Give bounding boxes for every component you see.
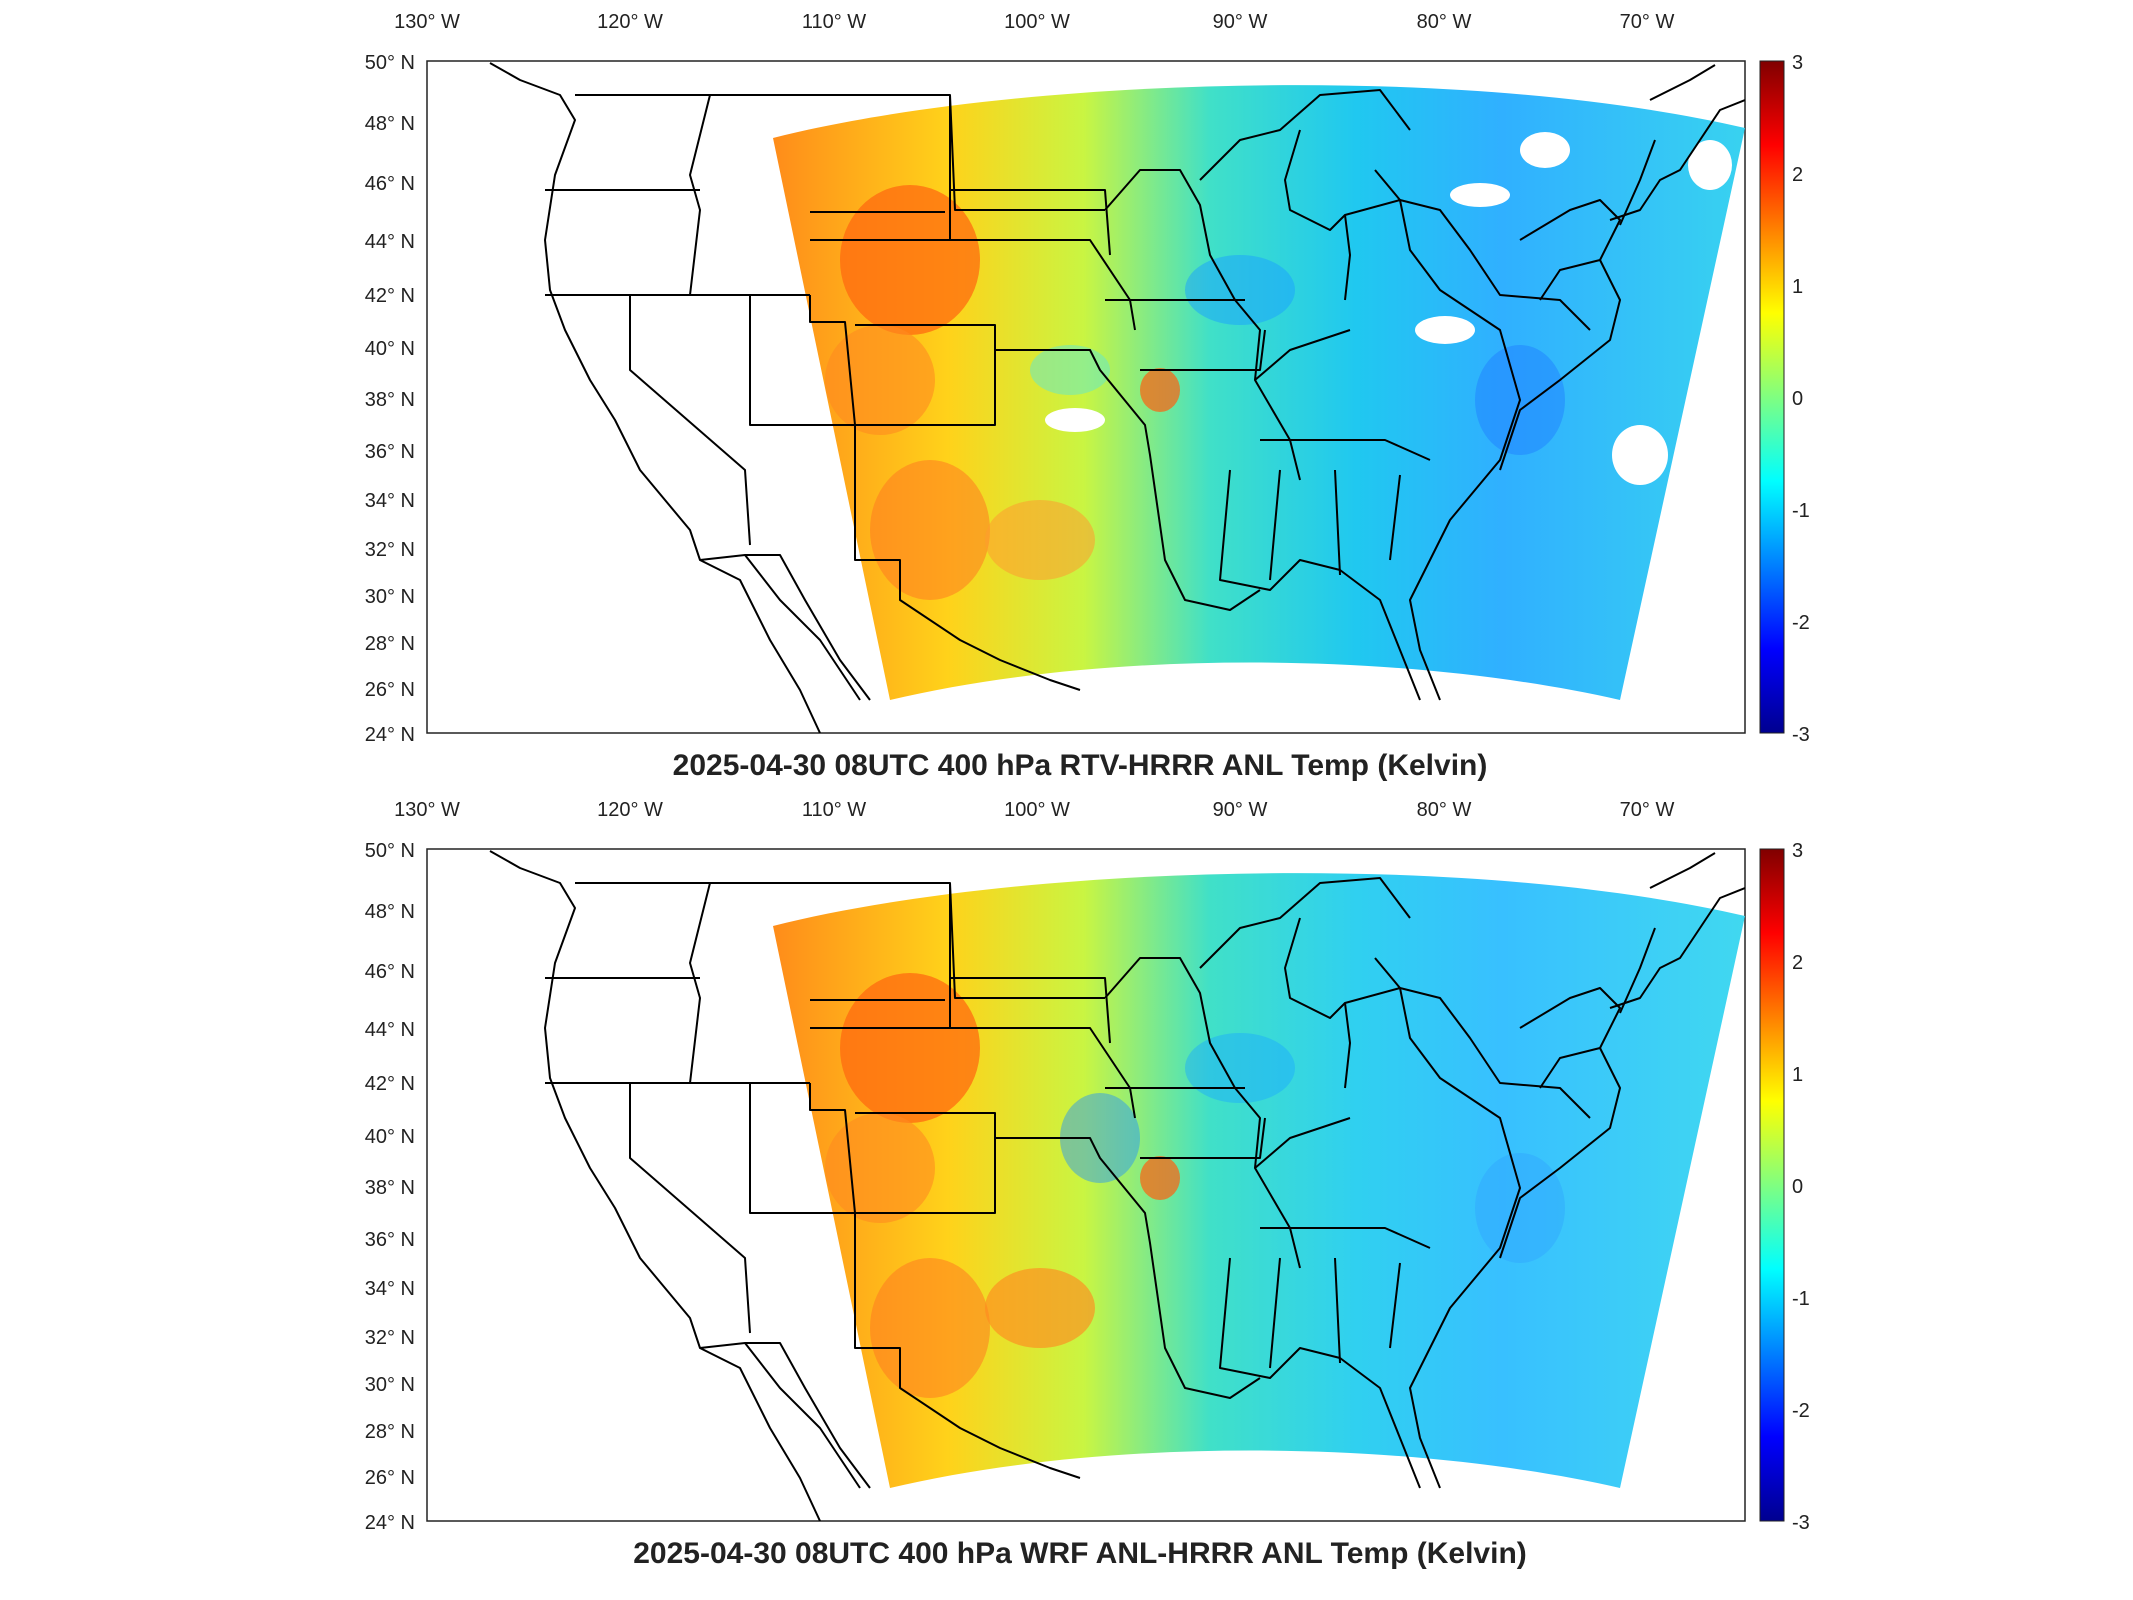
latitude-labels: 50° N 48° N 46° N 44° N 42° N 40° N 38° … (365, 52, 415, 746)
map-figure: 130° W 120° W 110° W 100° W 90° W 80° W … (365, 11, 1810, 782)
lon-label: 90° W (1213, 11, 1268, 33)
colorbar-tick: -1 (1792, 1288, 1810, 1310)
lon-label: 80° W (1417, 799, 1472, 821)
colorbar-tick: 1 (1792, 1064, 1803, 1086)
lat-label: 44° N (365, 1019, 415, 1041)
latitude-labels: 50° N 48° N 46° N 44° N 42° N 40° N 38° … (365, 840, 415, 1534)
lat-label: 42° N (365, 1073, 415, 1095)
map-panel-wrf: 130° W 120° W 110° W 100° W 90° W 80° W … (0, 788, 2133, 1588)
lat-label: 44° N (365, 231, 415, 253)
lon-label: 130° W (394, 799, 460, 821)
lon-label: 100° W (1004, 799, 1070, 821)
colorbar: 3 2 1 0 -1 -2 -3 (1759, 840, 1810, 1534)
lon-label: 90° W (1213, 799, 1268, 821)
panel-title: 2025-04-30 08UTC 400 hPa RTV-HRRR ANL Te… (673, 749, 1488, 782)
lat-label: 36° N (365, 1229, 415, 1251)
lat-label: 42° N (365, 285, 415, 307)
lat-label: 46° N (365, 173, 415, 195)
colorbar-tick: 1 (1792, 276, 1803, 298)
longitude-labels: 130° W 120° W 110° W 100° W 90° W 80° W … (394, 799, 1674, 821)
colorbar-tick: -3 (1792, 724, 1810, 746)
lat-label: 32° N (365, 539, 415, 561)
temperature-field (773, 85, 1745, 700)
colorbar-tick: -3 (1792, 1512, 1810, 1534)
lon-label: 110° W (802, 799, 866, 821)
map-body (489, 62, 1745, 733)
state-borders (489, 850, 1745, 1521)
lon-label: 120° W (597, 799, 663, 821)
panel-title: 2025-04-30 08UTC 400 hPa WRF ANL-HRRR AN… (633, 1537, 1527, 1570)
colorbar-tick: 0 (1792, 388, 1803, 410)
colorbar-tick: 0 (1792, 1176, 1803, 1198)
lat-label: 40° N (365, 338, 415, 360)
temperature-field (773, 873, 1745, 1488)
colorbar-tick: 3 (1792, 840, 1803, 862)
lat-label: 48° N (365, 113, 415, 135)
lat-label: 48° N (365, 901, 415, 923)
lat-label: 30° N (365, 586, 415, 608)
lat-label: 38° N (365, 1177, 415, 1199)
lon-label: 120° W (597, 11, 663, 33)
colorbar-tick: 2 (1792, 164, 1803, 186)
state-borders (489, 62, 1745, 733)
lat-label: 40° N (365, 1126, 415, 1148)
lat-label: 50° N (365, 840, 415, 862)
colorbar-tick: -2 (1792, 1400, 1810, 1422)
lon-label: 70° W (1620, 799, 1675, 821)
map-figure: 130° W 120° W 110° W 100° W 90° W 80° W … (365, 799, 1810, 1570)
colorbar-tick: 3 (1792, 52, 1803, 74)
colorbar: 3 2 1 0 -1 -2 -3 (1759, 52, 1810, 746)
lat-label: 24° N (365, 1512, 415, 1534)
colorbar-tick: -1 (1792, 500, 1810, 522)
lat-label: 26° N (365, 679, 415, 701)
lat-label: 38° N (365, 389, 415, 411)
colorbar-tick: 2 (1792, 952, 1803, 974)
lat-label: 36° N (365, 441, 415, 463)
lon-label: 130° W (394, 11, 460, 33)
lat-label: 34° N (365, 490, 415, 512)
lat-label: 30° N (365, 1374, 415, 1396)
lat-label: 50° N (365, 52, 415, 74)
lat-label: 24° N (365, 724, 415, 746)
colorbar-tick: -2 (1792, 612, 1810, 634)
longitude-labels: 130° W 120° W 110° W 100° W 90° W 80° W … (394, 11, 1674, 33)
lon-label: 100° W (1004, 11, 1070, 33)
lat-label: 34° N (365, 1278, 415, 1300)
lon-label: 80° W (1417, 11, 1472, 33)
lat-label: 28° N (365, 633, 415, 655)
map-panel-rtv: 130° W 120° W 110° W 100° W 90° W 80° W … (365, 11, 1810, 782)
map-body (489, 850, 1745, 1521)
lat-label: 46° N (365, 961, 415, 983)
missing-data-areas (1045, 132, 1732, 485)
lat-label: 28° N (365, 1421, 415, 1443)
lat-label: 32° N (365, 1327, 415, 1349)
lon-label: 70° W (1620, 11, 1675, 33)
lat-label: 26° N (365, 1467, 415, 1489)
lon-label: 110° W (802, 11, 866, 33)
